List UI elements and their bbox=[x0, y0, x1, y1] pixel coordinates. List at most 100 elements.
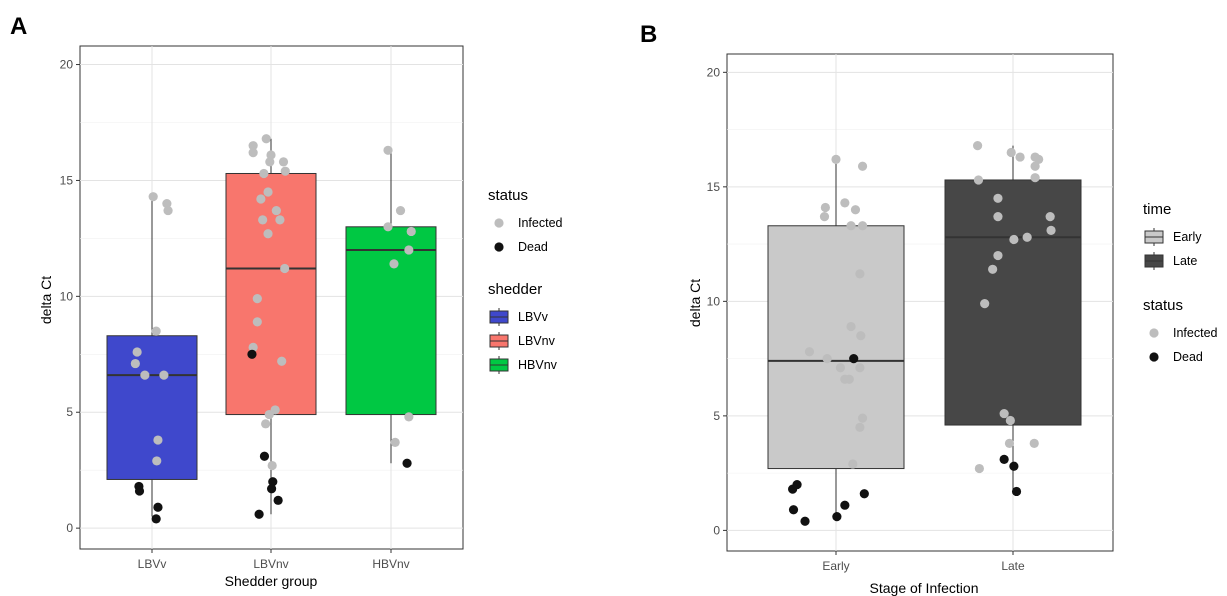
data-point-infected bbox=[263, 229, 273, 239]
data-point-dead bbox=[153, 502, 163, 512]
y-tick-label: 0 bbox=[713, 523, 720, 537]
data-point-infected bbox=[820, 202, 830, 213]
data-point-infected bbox=[383, 145, 393, 155]
data-point-infected bbox=[406, 226, 416, 237]
data-point-infected bbox=[256, 194, 266, 204]
data-point-infected bbox=[973, 175, 984, 185]
data-point-infected bbox=[263, 187, 273, 197]
panel-b-x-axis-title: Stage of Infection bbox=[870, 580, 979, 596]
data-point-infected bbox=[804, 347, 815, 357]
data-point-infected bbox=[1022, 232, 1032, 242]
data-point-infected bbox=[132, 347, 142, 357]
data-point-infected bbox=[1030, 173, 1040, 183]
legend-status: status Infected Dead bbox=[488, 187, 563, 254]
data-point-infected bbox=[831, 154, 841, 164]
legend-label: Infected bbox=[518, 216, 563, 230]
data-point-infected bbox=[1009, 234, 1019, 245]
box-body bbox=[106, 335, 198, 480]
data-point-dead bbox=[849, 354, 859, 364]
data-point-dead bbox=[832, 512, 842, 522]
data-point-infected bbox=[999, 408, 1009, 419]
panel-letter-a: A bbox=[10, 13, 27, 40]
y-tick-label: 20 bbox=[60, 58, 74, 72]
data-point-infected bbox=[153, 435, 163, 445]
legend-label: Early bbox=[1173, 230, 1202, 244]
data-point-infected bbox=[1006, 147, 1016, 158]
y-tick-label: 10 bbox=[60, 289, 74, 303]
data-point-dead bbox=[151, 514, 161, 524]
data-point-infected bbox=[248, 148, 258, 158]
data-point-dead bbox=[273, 495, 283, 505]
legend-title: status bbox=[488, 187, 528, 204]
data-point-infected bbox=[280, 263, 290, 274]
legend-status: status Infected Dead bbox=[1143, 297, 1218, 364]
data-point-infected bbox=[855, 363, 865, 373]
data-point-dead bbox=[259, 451, 270, 461]
box-body bbox=[944, 179, 1082, 426]
data-point-dead bbox=[1009, 461, 1019, 471]
data-point-infected bbox=[855, 269, 865, 279]
data-point-infected bbox=[390, 437, 400, 447]
data-point-infected bbox=[130, 358, 140, 369]
panel-a-points bbox=[130, 134, 416, 524]
data-point-infected bbox=[258, 215, 268, 225]
y-tick-label: 5 bbox=[66, 405, 73, 419]
data-point-infected bbox=[1046, 225, 1056, 235]
data-point-infected bbox=[1034, 154, 1044, 164]
legend-key-point bbox=[494, 218, 504, 228]
legend-label: HBVnv bbox=[518, 358, 558, 372]
x-tick-label: HBVnv bbox=[372, 557, 409, 571]
data-point-infected bbox=[844, 374, 854, 384]
y-tick-label: 0 bbox=[66, 521, 73, 535]
data-point-infected bbox=[1005, 415, 1015, 426]
data-point-dead bbox=[247, 349, 257, 359]
data-point-dead bbox=[792, 479, 802, 490]
panel-b-x-ticks: Early Late bbox=[822, 551, 1025, 573]
data-point-infected bbox=[152, 456, 162, 466]
data-point-infected bbox=[404, 412, 414, 422]
panel-letter-b: B bbox=[640, 21, 657, 48]
data-point-infected bbox=[275, 215, 285, 225]
data-point-dead bbox=[840, 500, 850, 510]
data-point-infected bbox=[278, 157, 289, 167]
data-point-infected bbox=[261, 134, 271, 144]
data-point-infected bbox=[162, 199, 172, 209]
data-point-infected bbox=[819, 212, 830, 222]
data-point-infected bbox=[159, 370, 169, 380]
data-point-infected bbox=[993, 193, 1003, 203]
data-point-infected bbox=[266, 150, 276, 160]
x-tick-label: Early bbox=[822, 559, 849, 573]
data-point-infected bbox=[988, 264, 998, 274]
y-tick-label: 5 bbox=[713, 409, 720, 423]
legend-shedder: shedder LBVv LBVnv HBVnv bbox=[488, 281, 558, 374]
box-hbvnv bbox=[345, 150, 437, 464]
box-body bbox=[345, 226, 437, 416]
data-point-dead bbox=[1011, 486, 1022, 497]
data-point-infected bbox=[1045, 212, 1055, 222]
data-point-infected bbox=[974, 463, 984, 474]
data-point-infected bbox=[395, 205, 406, 216]
data-point-infected bbox=[252, 294, 262, 304]
data-point-infected bbox=[1004, 438, 1015, 448]
box-body bbox=[225, 172, 317, 416]
panel-a-y-ticks: 0 5 10 15 20 bbox=[60, 58, 80, 535]
legend-label: Dead bbox=[1173, 350, 1203, 364]
data-point-infected bbox=[857, 221, 868, 231]
data-point-infected bbox=[822, 354, 832, 364]
panel-b-y-ticks: 0 5 10 15 20 bbox=[707, 65, 727, 537]
data-point-infected bbox=[261, 419, 271, 429]
data-point-infected bbox=[259, 168, 269, 179]
data-point-infected bbox=[856, 331, 866, 341]
data-point-dead bbox=[999, 454, 1009, 464]
data-point-infected bbox=[850, 205, 861, 215]
data-point-infected bbox=[846, 221, 856, 231]
data-point-dead bbox=[268, 477, 278, 487]
data-point-infected bbox=[280, 166, 290, 176]
data-point-infected bbox=[973, 141, 983, 151]
data-point-dead bbox=[800, 516, 810, 526]
panel-a-boxes bbox=[106, 138, 437, 517]
panel-b-y-axis-title: delta Ct bbox=[687, 279, 703, 327]
panel-b-boxes bbox=[767, 145, 1082, 519]
legend-key-point bbox=[1149, 328, 1159, 338]
